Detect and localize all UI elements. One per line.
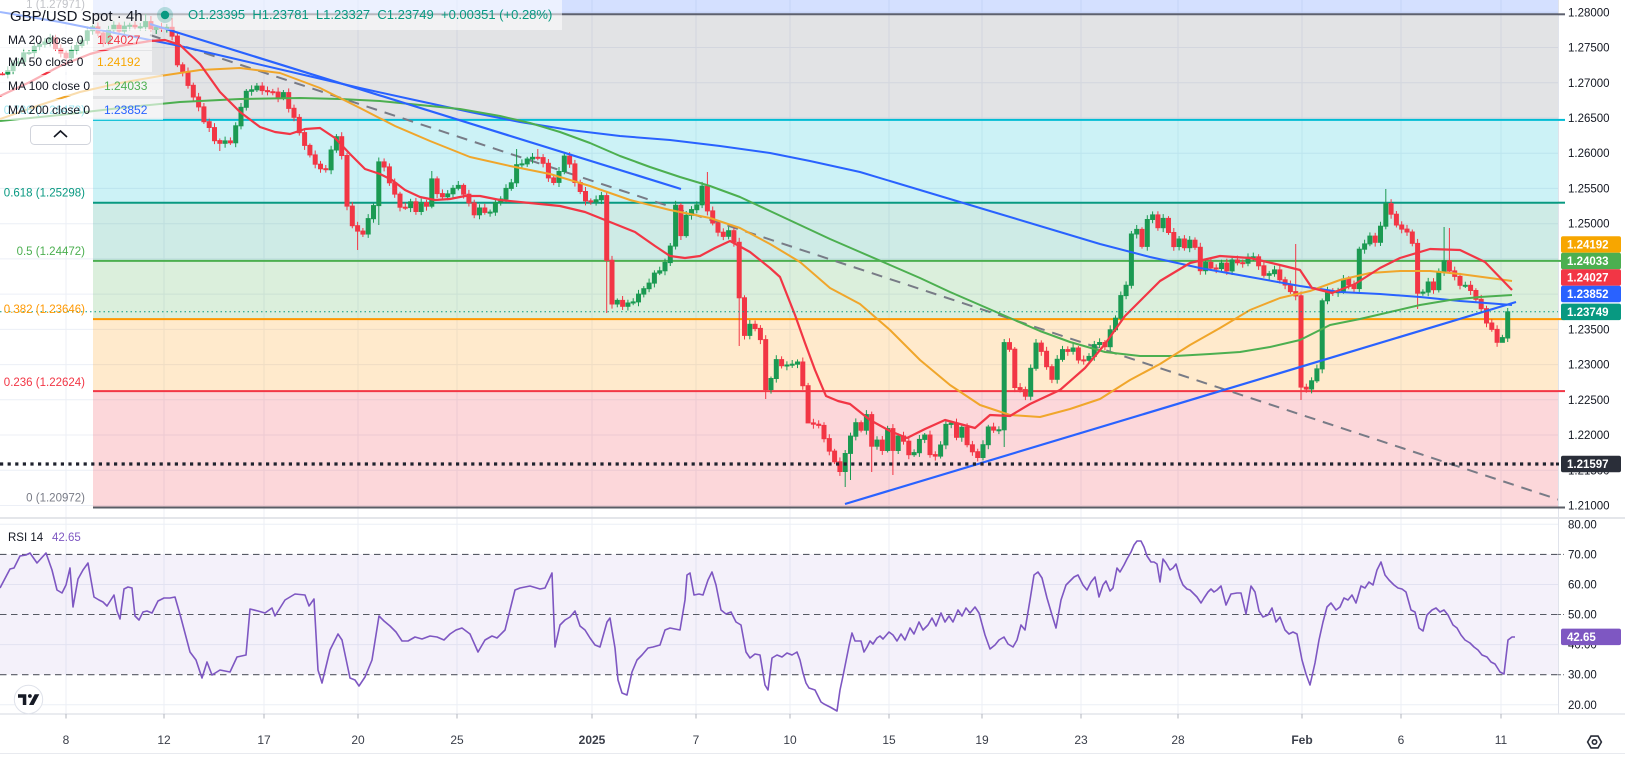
svg-text:70.00: 70.00 — [1568, 549, 1597, 561]
svg-text:1.23500: 1.23500 — [1568, 324, 1610, 336]
svg-text:0.236 (1.22624): 0.236 (1.22624) — [4, 377, 85, 389]
svg-text:6: 6 — [1398, 733, 1405, 747]
svg-text:MA 200 close 0: MA 200 close 0 — [8, 103, 90, 117]
svg-text:1.23749: 1.23749 — [1567, 307, 1609, 319]
svg-text:0 (1.20972): 0 (1.20972) — [26, 493, 85, 505]
svg-text:1.23000: 1.23000 — [1568, 360, 1610, 372]
svg-text:Feb: Feb — [1291, 733, 1312, 747]
svg-text:28: 28 — [1171, 733, 1185, 747]
svg-text:50.00: 50.00 — [1568, 610, 1597, 622]
svg-text:MA 20 close 0: MA 20 close 0 — [8, 33, 84, 47]
svg-text:15: 15 — [882, 733, 896, 747]
svg-text:1.22500: 1.22500 — [1568, 395, 1610, 407]
svg-text:42.65: 42.65 — [52, 532, 81, 544]
svg-text:11: 11 — [1495, 733, 1508, 747]
svg-text:1.24033: 1.24033 — [1567, 256, 1609, 268]
svg-text:O1.23395 H1.23781 L1.23327: O1.23395 H1.23781 L1.23327 C1.23749 +0.0… — [188, 7, 552, 22]
svg-text:0.382 (1.23646): 0.382 (1.23646) — [4, 304, 85, 316]
svg-text:80.00: 80.00 — [1568, 519, 1597, 531]
svg-text:1.24033: 1.24033 — [104, 79, 148, 93]
svg-text:GBP/USD Spot · 4h: GBP/USD Spot · 4h — [10, 8, 143, 25]
svg-text:1.27500: 1.27500 — [1568, 43, 1610, 55]
svg-text:0.618 (1.25298): 0.618 (1.25298) — [4, 188, 85, 200]
svg-text:19: 19 — [975, 733, 989, 747]
svg-text:10: 10 — [783, 733, 797, 747]
svg-text:12: 12 — [157, 733, 171, 747]
svg-text:RSI 14: RSI 14 — [8, 532, 44, 544]
svg-text:23: 23 — [1074, 733, 1088, 747]
svg-text:17: 17 — [257, 733, 271, 747]
svg-text:20.00: 20.00 — [1568, 700, 1597, 712]
svg-text:1.27000: 1.27000 — [1568, 78, 1610, 90]
svg-text:60.00: 60.00 — [1568, 580, 1597, 592]
svg-text:1.25500: 1.25500 — [1568, 183, 1610, 195]
svg-text:42.65: 42.65 — [1567, 632, 1596, 644]
svg-text:1.24027: 1.24027 — [1567, 273, 1609, 285]
svg-text:1.23852: 1.23852 — [104, 103, 148, 117]
svg-text:1.24192: 1.24192 — [1567, 240, 1609, 252]
svg-text:MA 50 close 0: MA 50 close 0 — [8, 55, 84, 69]
svg-text:7: 7 — [693, 733, 700, 747]
svg-text:2025: 2025 — [579, 733, 606, 747]
svg-text:1.23852: 1.23852 — [1567, 289, 1609, 301]
svg-text:0.5 (1.24472): 0.5 (1.24472) — [17, 246, 86, 258]
svg-text:8: 8 — [63, 733, 70, 747]
svg-text:25: 25 — [450, 733, 464, 747]
svg-text:1.26500: 1.26500 — [1568, 113, 1610, 125]
svg-text:1.22000: 1.22000 — [1568, 430, 1610, 442]
svg-text:30.00: 30.00 — [1568, 670, 1597, 682]
svg-text:1.21597: 1.21597 — [1567, 459, 1609, 471]
svg-text:1.26000: 1.26000 — [1568, 148, 1610, 160]
svg-text:1.28000: 1.28000 — [1568, 7, 1610, 19]
svg-text:1.24027: 1.24027 — [97, 33, 141, 47]
svg-text:1.24192: 1.24192 — [97, 55, 141, 69]
svg-text:MA 100 close 0: MA 100 close 0 — [8, 79, 90, 93]
svg-text:1.21000: 1.21000 — [1568, 501, 1610, 513]
svg-text:1.25000: 1.25000 — [1568, 219, 1610, 231]
svg-text:20: 20 — [351, 733, 365, 747]
